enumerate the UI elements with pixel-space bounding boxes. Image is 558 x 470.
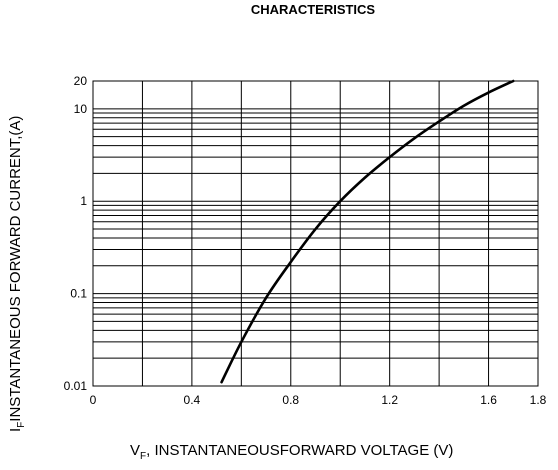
x-tick-label: 0 bbox=[90, 393, 97, 407]
y-tick-label: 1 bbox=[80, 194, 87, 208]
y-tick-label: 20 bbox=[74, 74, 88, 88]
x-tick-label: 0.4 bbox=[184, 393, 201, 407]
characteristic-curve bbox=[220, 79, 515, 384]
y-axis-label-sub: F bbox=[16, 422, 27, 428]
x-axis-label-sub: F bbox=[140, 451, 146, 462]
gridlines bbox=[92, 80, 539, 387]
x-axis-label-rest: , INSTANTANEOUSFORWARD VOLTAGE (V) bbox=[146, 442, 453, 459]
x-tick-label: 1.8 bbox=[530, 393, 547, 407]
y-axis-label-rest: INSTANTANEOUS FORWARD CURRENT,(A) bbox=[7, 116, 24, 422]
x-tick-label: 1.6 bbox=[480, 393, 497, 407]
x-tick-labels: 0 0.4 0.8 1.2 1.6 1.8 bbox=[90, 393, 547, 407]
y-axis-label: IFINSTANTANEOUS FORWARD CURRENT,(A) bbox=[7, 116, 27, 432]
x-axis-label-main: V bbox=[130, 442, 140, 459]
chart-title: CHARACTERISTICS bbox=[251, 2, 376, 17]
y-tick-labels: 0.01 0.1 1 10 20 bbox=[64, 74, 88, 393]
plot-frame bbox=[92, 80, 539, 387]
x-axis-label: VF, INSTANTANEOUSFORWARD VOLTAGE (V) bbox=[130, 442, 453, 462]
y-tick-label: 10 bbox=[74, 102, 88, 116]
x-tick-label: 0.8 bbox=[282, 393, 299, 407]
y-axis-label-main: I bbox=[7, 428, 24, 432]
y-tick-label: 0.1 bbox=[70, 287, 87, 301]
y-tick-label: 0.01 bbox=[64, 379, 88, 393]
curve-layer bbox=[220, 79, 515, 384]
x-tick-label: 1.2 bbox=[381, 393, 398, 407]
